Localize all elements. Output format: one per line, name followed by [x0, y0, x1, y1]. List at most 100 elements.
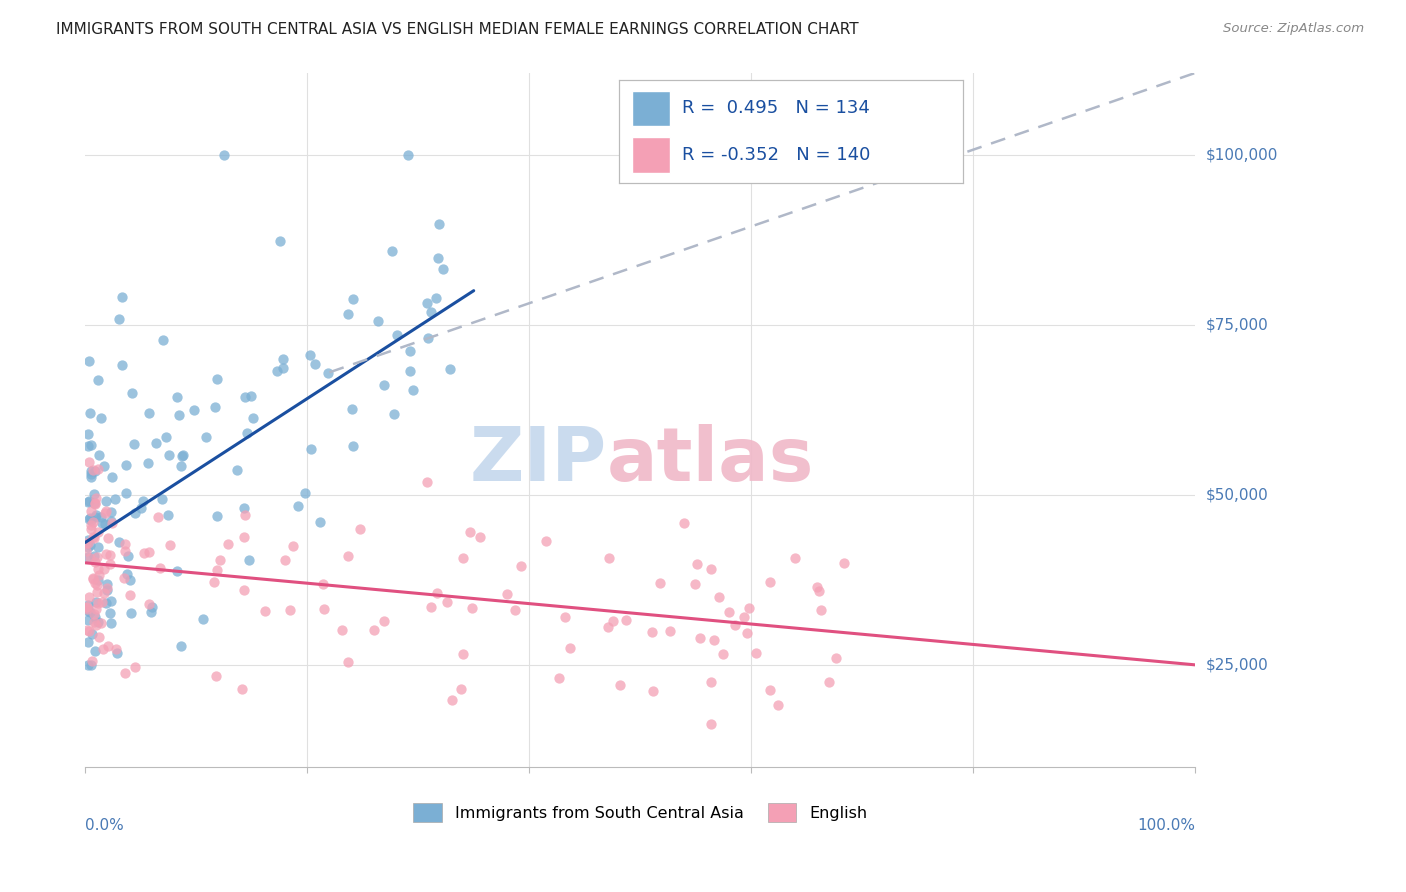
Point [157, 448, 180, 462]
Point [396, 147, 419, 161]
Point [166, 564, 188, 578]
Point [98, 606, 121, 620]
Point [700, 716, 723, 731]
Point [100, 514, 122, 528]
Point [111, 358, 134, 372]
Point [468, 530, 491, 544]
Text: Source: ZipAtlas.com: Source: ZipAtlas.com [1223, 22, 1364, 36]
Point [233, 508, 256, 522]
Text: R = -0.352   N = 140: R = -0.352 N = 140 [682, 145, 870, 163]
Point [439, 362, 461, 376]
Point [124, 660, 146, 674]
Point [90, 509, 112, 524]
Point [79, 354, 101, 368]
Point [205, 372, 228, 386]
Point [419, 304, 441, 318]
Point [80, 657, 103, 672]
Point [93, 562, 115, 576]
Point [76, 657, 98, 672]
Point [381, 244, 404, 258]
Point [120, 573, 142, 587]
Point [86, 615, 108, 629]
Point [84, 464, 107, 478]
Point [91, 642, 114, 657]
Point [235, 390, 257, 404]
Point [100, 593, 122, 607]
Point [118, 588, 141, 602]
Point [205, 508, 228, 523]
Point [86, 525, 108, 540]
Point [304, 358, 326, 372]
Point [194, 429, 217, 443]
Point [683, 577, 706, 591]
Point [367, 314, 389, 328]
Point [235, 425, 257, 440]
Point [146, 510, 169, 524]
Point [183, 402, 205, 417]
Text: $25,000: $25,000 [1206, 657, 1268, 673]
Point [82, 571, 104, 585]
Point [101, 516, 124, 530]
Point [699, 562, 721, 576]
Point [314, 602, 336, 616]
Point [86, 585, 108, 599]
Text: ZIP: ZIP [470, 425, 607, 497]
Point [373, 615, 395, 629]
Point [76, 635, 98, 649]
Point [233, 501, 256, 516]
Point [76, 549, 98, 564]
Point [76, 535, 98, 549]
Point [316, 366, 339, 380]
Point [82, 463, 104, 477]
Point [614, 613, 637, 627]
Point [84, 576, 107, 591]
Point [554, 610, 576, 624]
Point [110, 290, 132, 304]
Point [689, 632, 711, 646]
Point [373, 378, 395, 392]
Point [76, 602, 98, 616]
Point [700, 675, 723, 690]
Point [86, 562, 108, 576]
Point [643, 684, 665, 698]
Point [120, 606, 142, 620]
Point [768, 698, 790, 712]
Point [733, 610, 755, 624]
Point [115, 486, 138, 500]
Point [79, 522, 101, 536]
Text: R =  0.495   N = 134: R = 0.495 N = 134 [682, 100, 870, 118]
Point [461, 600, 484, 615]
Point [141, 600, 163, 615]
Point [117, 549, 139, 563]
Point [138, 597, 160, 611]
Point [294, 486, 316, 500]
Point [94, 596, 117, 610]
Point [825, 651, 848, 665]
Point [242, 411, 264, 425]
Point [548, 672, 571, 686]
Point [425, 291, 447, 305]
Point [205, 563, 228, 577]
Point [191, 612, 214, 626]
Point [534, 534, 557, 549]
Point [138, 545, 160, 559]
Point [738, 600, 761, 615]
Point [96, 581, 118, 595]
Point [342, 439, 364, 453]
Point [152, 333, 174, 347]
Point [104, 642, 127, 657]
Point [80, 467, 103, 482]
Point [416, 475, 439, 489]
Point [84, 497, 107, 511]
Point [382, 408, 405, 422]
Point [202, 574, 225, 589]
Point [363, 623, 385, 637]
Point [311, 576, 333, 591]
Point [122, 436, 145, 450]
Point [783, 550, 806, 565]
Point [686, 557, 709, 571]
Point [170, 639, 193, 653]
Point [172, 448, 194, 462]
Point [76, 439, 98, 453]
Point [86, 596, 108, 610]
